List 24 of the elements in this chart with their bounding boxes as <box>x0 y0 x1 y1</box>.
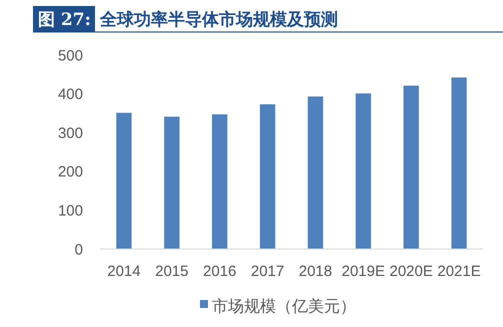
x-tick-label: 2014 <box>107 263 141 280</box>
x-tick-label: 2021E <box>437 263 481 280</box>
x-tick-label: 2018 <box>298 263 332 280</box>
y-tick-label: 0 <box>74 241 83 258</box>
bar <box>451 78 467 249</box>
bar <box>212 114 228 249</box>
bar <box>260 104 276 249</box>
x-tick-label: 2016 <box>203 263 236 280</box>
y-tick-label: 100 <box>58 202 83 220</box>
legend-label: 市场规模（亿美元） <box>212 298 356 316</box>
x-tick-label: 2019E <box>342 263 385 280</box>
y-tick-label: 200 <box>58 164 83 181</box>
x-tick-label: 2015 <box>155 263 188 280</box>
bar <box>308 96 324 249</box>
x-tick-label: 2017 <box>250 263 284 280</box>
y-tick-label: 500 <box>58 47 83 64</box>
y-tick-label: 400 <box>58 86 83 104</box>
y-tick-label: 300 <box>58 124 83 142</box>
x-tick-label: 2020E <box>390 263 433 280</box>
bar <box>404 86 419 249</box>
chart-title: 图 27: 全球功率半导体市场规模及预测 <box>38 10 338 30</box>
bar <box>356 93 371 249</box>
bar <box>164 116 180 249</box>
bar <box>116 112 132 249</box>
